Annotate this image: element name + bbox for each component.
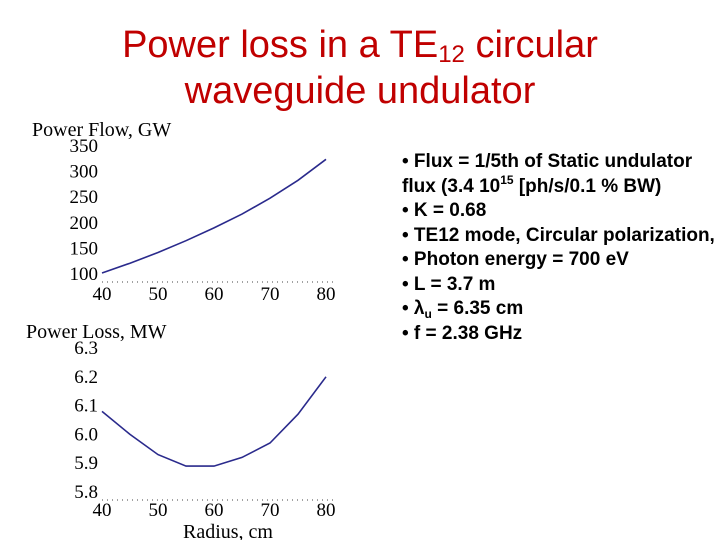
flow-y-tick-label: 100 [70,264,99,285]
flow-x-tick-label: 50 [149,284,168,305]
title-text-b: circular [464,24,598,66]
loss-x-tick-label: 70 [261,500,280,521]
loss-x-tick-label: 50 [149,500,168,521]
loss-x-axis-title: Radius, cm [183,521,273,540]
slide-title: Power loss in a TE12 circular waveguide … [0,22,720,114]
flow-y-tick-label: 200 [70,213,99,234]
flow-series-line [101,158,327,274]
flow-y-tick-label: 350 [70,136,99,157]
bullet-frequency: • f = 2.38 GHz [402,322,523,344]
loss-x-tick-label: 60 [205,500,224,521]
flow-y-tick-label: 150 [70,238,99,259]
loss-y-tick-label: 5.8 [74,482,98,503]
loss-x-tick-label: 80 [317,500,336,521]
bullet-flux-text-end: [ph/s/0.1 % BW) [513,175,662,197]
title-line-1: Power loss in a TE12 circular [0,22,720,68]
bullet-flux-text: • Flux = 1/5th of Static undulator flux … [402,151,693,197]
bullet-list: • Flux = 1/5th of Static undulator flux … [402,150,718,346]
loss-x-tick-label: 40 [93,500,112,521]
loss-y-tick-label: 5.9 [74,453,98,474]
bullet-k: • K = 0.68 [402,200,487,221]
flow-y-tick-label: 250 [70,187,99,208]
bullet-period-subscript: u [424,307,432,321]
flow-y-tick-label: 300 [70,162,99,183]
loss-y-tick-label: 6.3 [74,338,98,359]
loss-y-tick-label: 6.0 [74,424,98,445]
flow-x-tick-label: 60 [205,284,224,305]
charts-panel: Power Flow, GW 100 150 200 250 300 350 40 50 60 70… [26,120,336,540]
title-line-2: waveguide undulator [184,70,536,112]
title-text-a: Power loss in a TE [122,24,439,66]
bullet-period: • λu = 6.35 cm [402,297,718,322]
bullet-flux: • Flux = 1/5th of Static undulator flux … [402,150,718,199]
bullet-photon-energy: • Photon energy = 700 eV [402,249,629,270]
title-subscript: 12 [438,41,465,68]
loss-y-tick-label: 6.1 [74,396,98,417]
bullet-length: • L = 3.7 m [402,273,496,295]
loss-series-line [101,376,327,467]
bullet-period-text-end: = 6.35 cm [431,298,524,319]
loss-y-axis-title: Power Loss, MW [26,321,167,343]
loss-y-tick-label: 6.2 [74,367,98,388]
bullet-flux-exponent: 15 [500,172,514,187]
bullet-period-text: • λ [402,298,425,319]
flow-x-tick-label: 70 [261,284,280,305]
flow-x-tick-label: 40 [93,284,112,305]
flow-y-axis-title: Power Flow, GW [32,120,171,141]
bullet-mode: • TE12 mode, Circular polarization, [402,224,715,246]
flow-x-tick-label: 80 [317,284,336,305]
